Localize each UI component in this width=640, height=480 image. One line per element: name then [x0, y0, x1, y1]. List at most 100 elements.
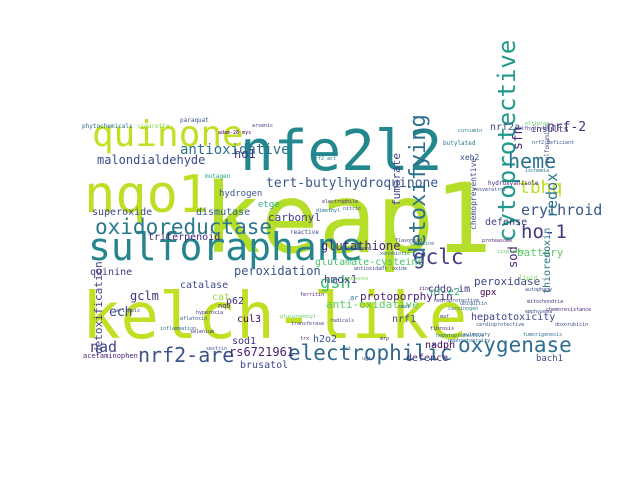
word-nrf-2: nrf-2	[547, 120, 586, 135]
word-antioxidative: antioxidative	[180, 142, 290, 158]
word-gclm: gclm	[130, 289, 159, 303]
word-defense: defense	[485, 217, 527, 228]
word-dismutase: dismutase	[196, 207, 250, 218]
word-oxidoreductase: oxidoreductase	[95, 215, 272, 239]
word-lipid: lipid	[519, 275, 537, 282]
word-cytoprotective: cytoprotective	[493, 40, 521, 242]
word-tert-butylhydroquinone: tert-butylhydroquinone	[266, 176, 438, 191]
word-mrp: mrp	[380, 336, 389, 342]
word-sulfonamide: sulfonamide	[544, 124, 551, 164]
word-defence: defence	[406, 353, 448, 364]
word-etge: etge	[258, 200, 280, 210]
word-xeh2: xeh2	[460, 153, 479, 162]
word-gpx: gpx	[480, 288, 497, 298]
word-trx: trx	[300, 336, 309, 342]
word-sfn: sfn	[511, 127, 526, 150]
word-doxorubicin: doxorubicin	[555, 322, 588, 328]
word-triterpenoid: triterpenoid	[148, 232, 220, 243]
word-response: response	[344, 276, 368, 282]
word-oxide: oxide	[392, 266, 407, 272]
word-hepatoprotective: hepatoprotective	[436, 333, 484, 339]
word-nfe2l2: nfe2l2	[240, 119, 442, 184]
word-cysteine: cysteine	[410, 241, 434, 247]
word-quinine: quinine	[90, 267, 132, 278]
word-paraquat: paraquat	[180, 117, 209, 124]
word-glucuronosyl: glucuronosyl	[280, 314, 316, 320]
word-ho-1: ho-1	[521, 221, 567, 243]
word-a-lipoic: a-lipoic	[116, 308, 140, 314]
word-nrf2-act: nrf2 act	[312, 156, 336, 162]
word-gst: gst	[342, 346, 351, 352]
word-detoxifying: detoxifying	[406, 114, 431, 260]
word-hmox1: hmox1	[324, 273, 357, 286]
word-autophagy: autophagy	[525, 287, 552, 293]
word-ugt: ugt	[362, 356, 371, 362]
word-quinone: quinone	[92, 114, 244, 155]
word-cul3: cul3	[237, 314, 261, 325]
word-peroxidase: peroxidase	[474, 275, 540, 288]
word-bach1: bach1	[536, 354, 563, 364]
word-brusatol: brusatol	[240, 360, 288, 371]
word-ischemia: ischemia	[525, 168, 549, 174]
word-hydrogen: hydrogen	[219, 189, 262, 199]
word-proteasome: proteasome	[482, 238, 512, 244]
word-keap1: keap1	[203, 163, 492, 275]
word-ech: ech	[109, 305, 132, 320]
word-nqo1: nqo1	[84, 165, 209, 225]
word-butylated: butylated	[443, 140, 476, 147]
word-mutagen: mutagen	[205, 173, 231, 180]
word-glutamate-cysteine: glutamate-cysteine	[315, 257, 423, 268]
word-selenium: selenium	[190, 329, 214, 335]
word-kelch-like: kelch-like	[82, 280, 467, 354]
word-phytochemicals: phytochemicals	[82, 123, 133, 130]
word-glutathione: glutathione	[321, 239, 400, 253]
word-acetaminophen: acetaminophen	[83, 352, 138, 360]
word-battery: battery	[517, 246, 564, 259]
word-oxygenase: oxygenase	[458, 333, 572, 357]
word-gclc: gclc	[413, 245, 464, 269]
word-nephrotoxicity: nephrotoxicity	[448, 338, 490, 344]
word-fibrosis: fibrosis	[430, 326, 454, 332]
word-nrf2-are: nrf2-are	[138, 343, 234, 367]
word-thioredoxin: thioredoxin	[542, 228, 553, 294]
word-detoxification: detoxification	[92, 261, 105, 354]
word-ferritin: ferritin	[300, 292, 324, 298]
word-nqo: nqo	[218, 302, 231, 310]
word-flavonoid: flavonoid	[395, 238, 422, 244]
word-ar: ar	[350, 294, 358, 302]
word-oltipraz: oltipraz	[525, 121, 549, 127]
word-dimethyl: dimethyl	[316, 208, 340, 214]
word-nadph: nadph	[425, 340, 455, 351]
word-electrophile: electrophile	[322, 199, 358, 205]
word-peroxidation: peroxidation	[234, 264, 321, 278]
word-nrf2-deficient: nrf2-deficient	[532, 140, 574, 146]
word-h2o2: h2o2	[313, 334, 337, 345]
word-nrf1: nrf1	[392, 314, 416, 325]
word-transferase: transferase	[291, 321, 324, 327]
word-nad: nad	[90, 338, 117, 356]
word-p62: p62	[226, 296, 244, 307]
word-aflatoxin: aflatoxin	[180, 316, 207, 322]
word-mitochondria: mitochondria	[527, 299, 563, 305]
word-hyperoxia: hyperoxia	[196, 310, 223, 316]
word-tbhq: tbhq	[519, 177, 562, 198]
word-resveratrol: resveratrol	[473, 187, 506, 193]
word-sulforaphane: sulforaphane	[88, 225, 363, 269]
word-anti-oxidative: anti-oxidative	[326, 298, 419, 311]
word-zinc: zinc	[419, 286, 431, 292]
word-sod1: sod1	[232, 336, 256, 347]
word-radicals: radicals	[330, 318, 354, 324]
word-carcinogen: carcinogen	[448, 306, 478, 312]
word-heme: heme	[508, 149, 556, 173]
word-inflammation: inflammation	[160, 326, 196, 332]
word-cardioprotective: cardioprotective	[476, 322, 524, 328]
word-curcumin: curcumin	[458, 128, 482, 134]
word-maf: maf	[440, 314, 449, 320]
word-catalase: catalase	[180, 280, 228, 291]
word-cigarette: cigarette	[137, 123, 170, 130]
word-gsh: gsh	[320, 273, 351, 293]
word-xenobiotic: xenobiotic	[380, 251, 410, 257]
word-cisplatin: cisplatin	[497, 249, 524, 255]
